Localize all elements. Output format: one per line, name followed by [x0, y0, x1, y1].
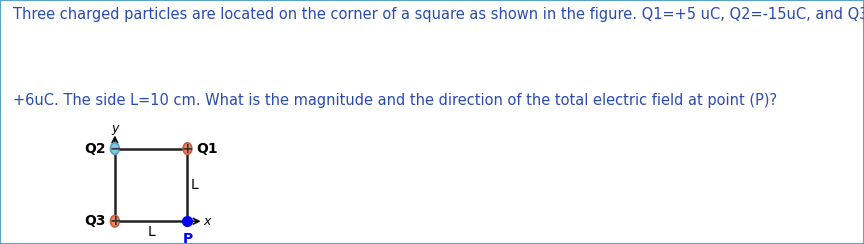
Text: +6uC. The side L=10 cm. What is the magnitude and the direction of the total ele: +6uC. The side L=10 cm. What is the magn…	[13, 93, 777, 108]
Ellipse shape	[111, 215, 119, 227]
Text: L: L	[191, 178, 199, 192]
Text: Q2: Q2	[85, 142, 106, 156]
Ellipse shape	[183, 143, 192, 154]
Text: Q3: Q3	[85, 214, 106, 228]
Text: +: +	[181, 142, 194, 156]
Text: Three charged particles are located on the corner of a square as shown in the fi: Three charged particles are located on t…	[13, 7, 864, 22]
Text: y: y	[111, 122, 118, 135]
Text: +: +	[109, 214, 121, 228]
Text: L: L	[147, 225, 155, 239]
Text: −: −	[109, 142, 121, 156]
Text: x: x	[203, 215, 211, 228]
Text: Q1: Q1	[196, 142, 218, 156]
Text: P: P	[182, 232, 193, 244]
Ellipse shape	[111, 143, 119, 154]
